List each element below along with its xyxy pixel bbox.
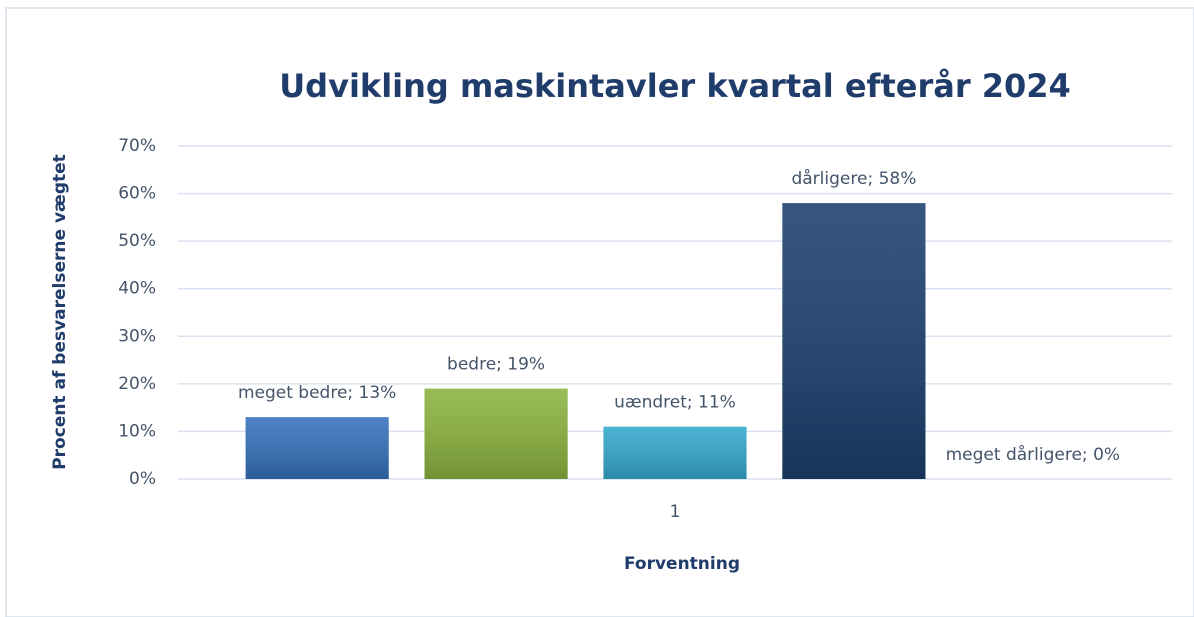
data-label: meget dårligere; 0% <box>946 444 1120 465</box>
chart-title: Udvikling maskintavler kvartal efterår 2… <box>279 67 1071 105</box>
bar <box>424 388 568 479</box>
bar <box>782 203 926 480</box>
x-axis-title: Forventning <box>624 554 740 574</box>
y-tick-label: 50% <box>118 231 156 251</box>
y-tick-label: 0% <box>129 469 156 489</box>
bar <box>603 426 747 479</box>
y-axis-title: Procent af besvarelserne vægtet <box>50 154 70 470</box>
data-label: dårligere; 58% <box>791 168 916 189</box>
data-label: bedre; 19% <box>447 355 545 375</box>
x-tick-label: 1 <box>670 502 681 522</box>
bar <box>245 417 389 479</box>
y-tick-label: 70% <box>118 136 156 156</box>
data-label: meget bedre; 13% <box>238 383 396 403</box>
chart-frame <box>5 7 1194 617</box>
y-tick-label: 20% <box>118 374 156 394</box>
y-tick-label: 10% <box>118 421 156 441</box>
y-tick-label: 40% <box>118 279 156 299</box>
y-tick-label: 30% <box>118 326 156 346</box>
y-tick-label: 60% <box>118 184 156 204</box>
data-label: uændret; 11% <box>614 393 736 413</box>
